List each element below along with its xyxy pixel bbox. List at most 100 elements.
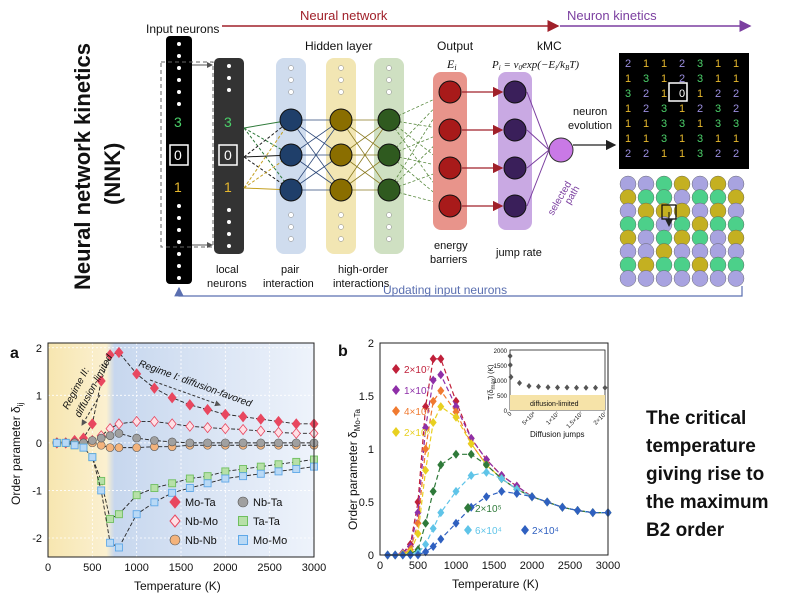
grid-value: 3 bbox=[661, 133, 667, 145]
hidden-dot bbox=[386, 236, 392, 242]
panel-b: b 0 0.5 1 1.5 2 0 500 1000 1500 2000 2500 3000 2×10… bbox=[338, 338, 620, 591]
grid-value: 1 bbox=[733, 73, 739, 85]
hidden-dot bbox=[288, 236, 294, 242]
lattice-atom bbox=[637, 270, 655, 287]
inset-point bbox=[508, 374, 514, 380]
legend-marker-Ta-Ta bbox=[238, 516, 248, 526]
data-point-2×10⁵ bbox=[422, 518, 430, 528]
lattice-atom bbox=[691, 270, 709, 287]
jump-rate-label: jump rate bbox=[495, 247, 542, 259]
lattice-atom bbox=[619, 270, 637, 287]
grid-value: 1 bbox=[679, 133, 685, 145]
grid-value: 1 bbox=[697, 118, 703, 130]
data-point-Mo-Ta bbox=[96, 375, 106, 387]
kmc-node bbox=[503, 194, 527, 218]
x-tick-label: 1000 bbox=[444, 560, 468, 572]
data-point-2×10⁷ bbox=[429, 354, 437, 364]
input-neuron-dot bbox=[177, 66, 181, 70]
data-point-6×10⁴ bbox=[452, 486, 460, 496]
grid-center-box bbox=[668, 82, 688, 102]
x-tick-label: 1000 bbox=[124, 562, 148, 574]
y-tick-label: -1 bbox=[32, 485, 42, 497]
data-point-Mo-Ta bbox=[185, 399, 195, 411]
connection-line bbox=[340, 119, 390, 191]
data-point-Mo-Mo bbox=[185, 484, 194, 492]
updating-label: Updating input neurons bbox=[383, 283, 507, 297]
conclusion-line-3: giving rise to bbox=[646, 464, 764, 485]
grid-value: 1 bbox=[643, 58, 649, 70]
data-point-6×10⁴ bbox=[498, 474, 506, 484]
grid-value: 1 bbox=[679, 148, 685, 160]
data-point-Nb-Ta bbox=[238, 438, 248, 448]
neuron-kinetics-header: Neuron kinetics bbox=[567, 8, 657, 23]
data-point-Nb-Ta bbox=[105, 431, 115, 441]
y-tick-label: 0 bbox=[368, 550, 374, 562]
connection-line bbox=[243, 119, 292, 189]
inset-point bbox=[602, 384, 608, 391]
local-neuron-dot bbox=[227, 232, 231, 236]
data-point-Mo-Ta bbox=[114, 346, 124, 359]
step-label: 4×10⁶ bbox=[404, 407, 431, 418]
inset-y-tick: 0 bbox=[504, 409, 508, 415]
hidden-node bbox=[377, 143, 401, 167]
legend-label-Nb-Mo: Nb-Mo bbox=[185, 516, 218, 528]
local-neuron-dot bbox=[227, 220, 231, 224]
y-tick-label: 0.5 bbox=[359, 497, 374, 509]
data-point-Ta-Ta bbox=[185, 474, 194, 483]
legend-label-Mo-Ta: Mo-Ta bbox=[185, 497, 216, 509]
data-point-1×10⁷ bbox=[429, 375, 437, 385]
local-neuron-dot bbox=[227, 64, 231, 68]
data-point-Nb-Mo bbox=[132, 415, 142, 428]
data-point-6×10⁴ bbox=[422, 539, 430, 549]
conclusion-line-1: The critical bbox=[646, 408, 746, 429]
data-point-6×10⁴ bbox=[429, 524, 437, 533]
grid-value: 3 bbox=[661, 103, 667, 115]
data-point-Mo-Mo bbox=[79, 443, 88, 452]
lattice-atom bbox=[655, 270, 673, 287]
kmc-to-path-line bbox=[526, 149, 550, 207]
data-point-Nb-Ta bbox=[132, 433, 141, 443]
local-neuron-top: 3 bbox=[224, 114, 232, 130]
data-point-Mo-Ta bbox=[105, 349, 115, 361]
data-point-Ta-Ta bbox=[106, 515, 115, 523]
data-point-2×10⁴ bbox=[558, 502, 566, 512]
data-point-Nb-Mo bbox=[114, 418, 124, 430]
data-point-Ta-Ta bbox=[97, 476, 106, 485]
inset-point bbox=[583, 384, 589, 391]
inset-point bbox=[555, 384, 560, 391]
kmc-to-path-line bbox=[526, 91, 550, 151]
kmc-node bbox=[503, 118, 527, 142]
nnk-title-line1: Neural network kinetics bbox=[70, 43, 95, 290]
step-label: 2×10⁷ bbox=[404, 365, 431, 376]
data-point-Mo-Mo bbox=[106, 538, 115, 547]
data-point-Nb-Nb bbox=[114, 443, 124, 452]
output-node bbox=[438, 156, 462, 180]
inset-ylabel: T(δmax) (K) bbox=[488, 365, 497, 400]
grid-value: 2 bbox=[643, 103, 649, 115]
data-point-2×10⁴ bbox=[528, 492, 536, 502]
x-tick-label: 2500 bbox=[558, 560, 582, 572]
inset-point bbox=[517, 380, 522, 386]
hidden-node bbox=[329, 108, 353, 132]
inset-x-tick: 0 bbox=[507, 411, 514, 418]
conclusion-line-4: the maximum bbox=[646, 492, 768, 513]
x-tick-label: 500 bbox=[83, 562, 101, 574]
hidden-dot bbox=[386, 65, 392, 71]
data-point-2×10⁵ bbox=[437, 460, 445, 470]
data-point-Mo-Mo bbox=[132, 510, 141, 519]
data-point-2×10⁴ bbox=[513, 489, 521, 499]
inset-xlabel: Diffusion jumps bbox=[530, 430, 585, 439]
kmc-to-path-line bbox=[526, 149, 550, 169]
data-point-2×10⁵ bbox=[467, 449, 475, 459]
data-point-2×10⁶ bbox=[414, 529, 422, 539]
grid-value: 1 bbox=[625, 133, 631, 145]
hidden-dot bbox=[288, 77, 294, 83]
local-neuron-dot bbox=[227, 88, 231, 92]
grid-value: 1 bbox=[661, 148, 667, 160]
data-point-Mo-Mo bbox=[221, 474, 230, 483]
step-label: 2×10⁶ bbox=[404, 428, 431, 439]
inset-point bbox=[536, 383, 541, 390]
data-point-Nb-Nb bbox=[96, 440, 106, 450]
inset-y-tick: 1000 bbox=[494, 379, 508, 385]
panel-b-xlabel: Temperature (K) bbox=[452, 577, 539, 591]
